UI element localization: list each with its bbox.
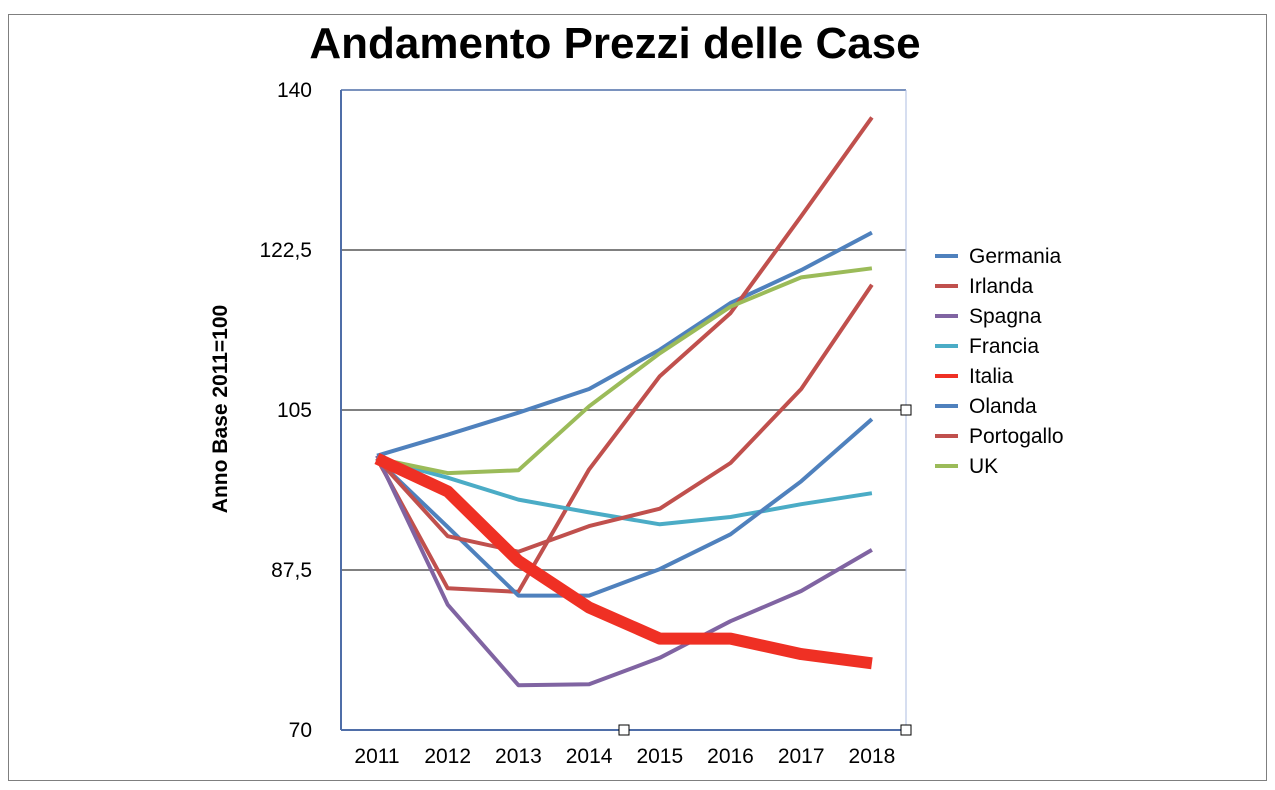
chart-frame [8,14,1267,781]
x-tick-label: 2015 [636,745,683,768]
legend-label-germania: Germania [969,245,1062,268]
series-line-portogallo [375,283,874,554]
x-tick-label: 2017 [778,745,825,768]
x-tick-label: 2013 [495,745,542,768]
series-line-uk [376,266,873,476]
legend-label-olanda: Olanda [969,395,1037,418]
x-tick-label: 2014 [566,745,613,768]
legend-label-irlanda: Irlanda [969,275,1034,298]
legend: Germania Irlanda Spagna Francia Italia Olanda… [935,245,1064,478]
series-line-germania [376,230,873,458]
series-line-italia [374,453,873,670]
legend-label-uk: UK [969,455,998,478]
legend-label-spagna: Spagna [969,305,1042,328]
series-lines [374,116,874,688]
y-tick-label: 140 [277,79,312,102]
x-tick-label: 2018 [849,745,896,768]
legend-label-italia: Italia [969,365,1014,388]
y-tick-label: 122,5 [259,239,312,262]
x-tick-label: 2012 [424,745,471,768]
y-tick-labels: 70 87,5 105 122,5 140 [259,79,312,742]
resize-handle[interactable] [900,724,912,736]
x-tick-labels: 2011 2012 2013 2014 2015 2016 2017 2018 [354,745,895,768]
x-tick-label: 2011 [354,745,399,768]
resize-handle[interactable] [618,724,630,736]
x-tick-label: 2016 [707,745,754,768]
grid-lines [341,249,906,571]
resize-handle[interactable] [900,404,912,416]
y-tick-label: 70 [289,719,312,742]
legend-label-portogallo: Portogallo [969,425,1064,448]
y-tick-label: 87,5 [271,559,312,582]
selection-handles[interactable] [618,404,912,736]
series-line-spagna [375,454,873,688]
legend-label-francia: Francia [969,335,1039,358]
chart-title: Andamento Prezzi delle Case [309,19,921,68]
series-line-irlanda [375,116,874,594]
y-tick-label: 105 [277,399,312,422]
y-axis-label: Anno Base 2011=100 [209,305,232,513]
